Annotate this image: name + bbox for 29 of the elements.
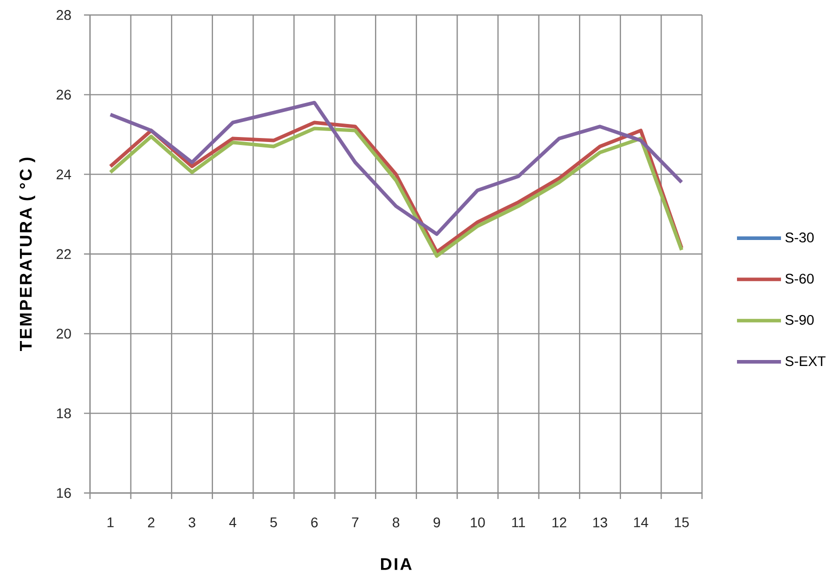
legend-label: S-EXT [785,356,826,366]
x-tick-label: 8 [392,518,400,528]
line-series [108,100,684,236]
x-tick-label: 12 [552,518,566,528]
x-tick-label: 4 [229,518,236,528]
y-tick-label: 16 [57,488,71,498]
y-tick-label: 22 [56,249,71,259]
x-tick-label: 9 [434,518,440,528]
x-tick-label: 13 [593,518,608,528]
legend-label: S-90 [785,314,814,325]
x-tick-label: 6 [311,518,318,528]
y-tick-label: 18 [57,408,71,418]
x-tick-label: 7 [352,518,358,528]
x-tick-label: 15 [674,518,689,528]
x-axis-title: DIA [381,558,412,570]
y-tick-label: 28 [56,10,71,20]
x-tick-label: 10 [470,518,485,528]
y-tick-label: 20 [56,328,71,339]
legend-label: S-30 [785,232,814,242]
y-axis-title: TEMPERATURA ( °C ) [19,158,36,351]
legend-label: S-60 [785,274,814,284]
x-tick-label: 11 [512,518,525,528]
x-tick-label: 2 [148,518,154,528]
y-tick-label: 24 [56,169,72,180]
y-tick-label: 26 [56,90,71,100]
x-tick-label: 3 [188,518,196,528]
x-tick-label: 1 [108,518,114,528]
x-tick-label: 5 [270,518,277,528]
x-tick-label: 14 [634,518,648,528]
